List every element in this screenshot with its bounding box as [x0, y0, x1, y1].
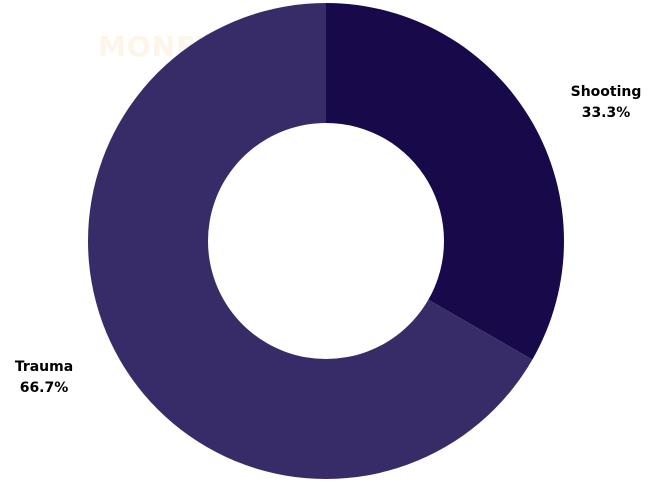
slice-percent-shooting: 33.3% [582, 105, 631, 121]
slice-trauma [88, 3, 533, 479]
slice-label-shooting: Shooting [571, 84, 642, 100]
slices-group [88, 3, 564, 479]
slice-percent-trauma: 66.7% [20, 380, 69, 396]
slice-label-trauma: Trauma [15, 359, 73, 375]
labels-group: Shooting 33.3% Trauma 66.7% [15, 84, 642, 396]
slice-shooting [326, 3, 564, 360]
